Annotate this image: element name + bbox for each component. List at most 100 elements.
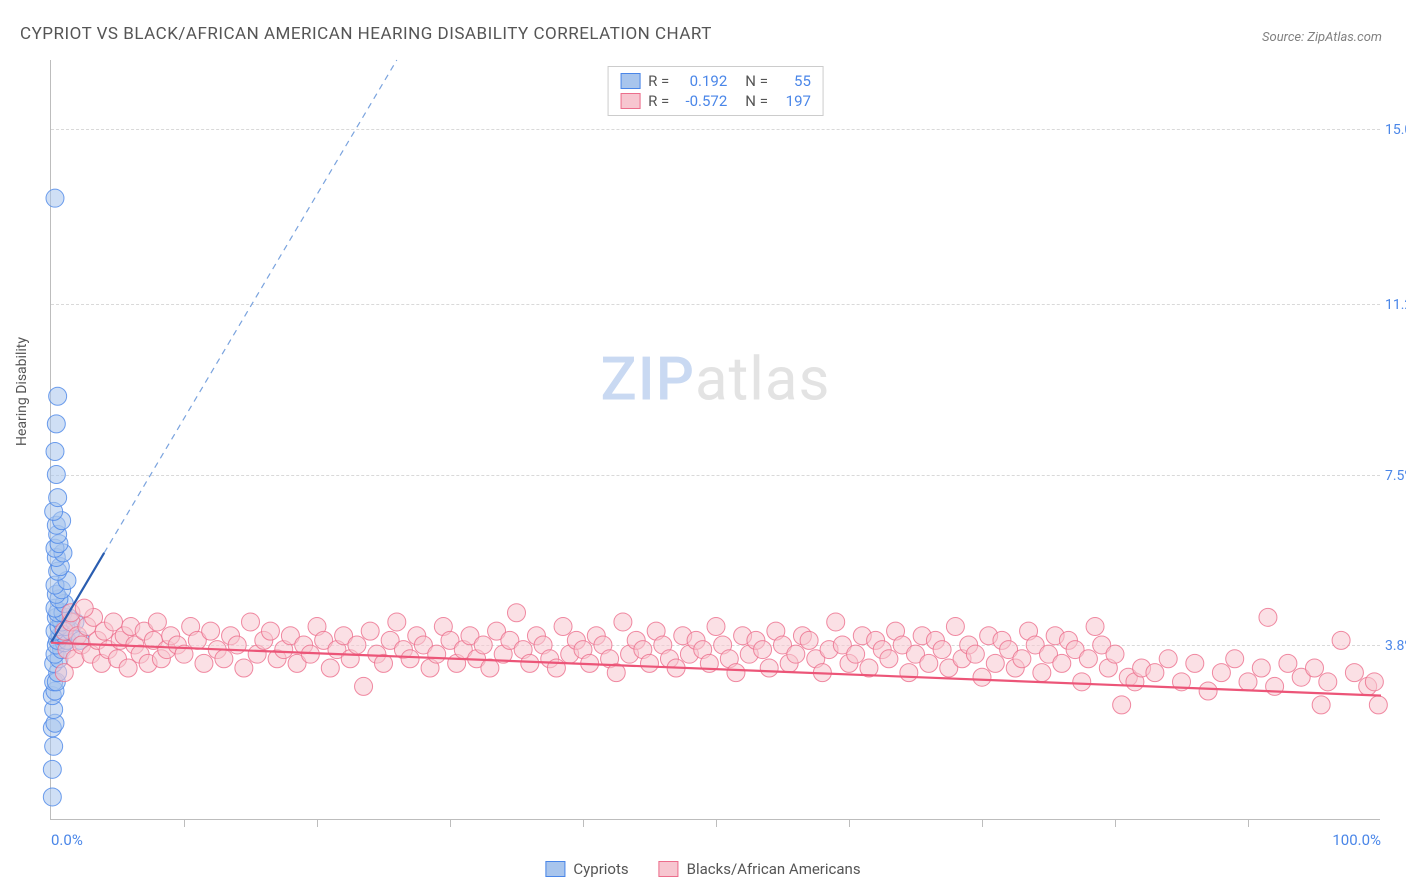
legend-swatch [545, 861, 565, 877]
data-point [641, 654, 659, 672]
plot-area: ZIPatlas 3.8%7.5%11.2%15.0% 0.0%100.0% R… [50, 60, 1380, 820]
data-point [1312, 696, 1330, 714]
x-tick [849, 819, 850, 827]
data-point [43, 760, 61, 778]
data-point [1239, 673, 1257, 691]
x-tick [317, 819, 318, 827]
data-point [847, 645, 865, 663]
data-point [1146, 664, 1164, 682]
x-tick-label: 0.0% [51, 831, 83, 849]
data-point [1106, 645, 1124, 663]
data-point [428, 645, 446, 663]
data-point [1332, 631, 1350, 649]
bottom-legend: Cypriots Blacks/African Americans [545, 860, 860, 878]
chart-title: CYPRIOT VS BLACK/AFRICAN AMERICAN HEARIN… [20, 24, 712, 44]
data-point [760, 659, 778, 677]
data-point [261, 622, 279, 640]
data-point [946, 618, 964, 636]
data-point [1013, 650, 1031, 668]
data-point [388, 613, 406, 631]
x-tick-label: 100.0% [1332, 831, 1381, 849]
data-point [900, 664, 918, 682]
data-point [202, 622, 220, 640]
data-point [1279, 654, 1297, 672]
data-point [1306, 659, 1324, 677]
source-attribution: Source: ZipAtlas.com [1262, 30, 1382, 45]
stat-r-label: R = [648, 72, 669, 90]
data-point [474, 636, 492, 654]
legend-label: Blacks/African Americans [687, 860, 861, 878]
legend-item: Blacks/African Americans [659, 860, 861, 878]
data-point [47, 415, 65, 433]
data-point [521, 654, 539, 672]
data-point [787, 645, 805, 663]
x-tick [1248, 819, 1249, 827]
data-point [49, 387, 67, 405]
data-point [1199, 682, 1217, 700]
data-point [195, 654, 213, 672]
data-point [235, 659, 253, 677]
data-point [242, 613, 260, 631]
stats-legend-row: R =-0.572N =197 [620, 91, 811, 111]
data-point [43, 788, 61, 806]
data-point [614, 613, 632, 631]
stat-n-label: N = [745, 72, 768, 90]
stats-legend-row: R = 0.192 N = 55 [620, 71, 811, 91]
stat-n-label: N = [745, 92, 768, 110]
y-tick-label: 7.5% [1385, 468, 1406, 484]
data-point [1073, 673, 1091, 691]
data-point [727, 664, 745, 682]
data-point [361, 622, 379, 640]
stat-n-value: 197 [776, 92, 811, 110]
data-point [55, 664, 73, 682]
legend-label: Cypriots [573, 860, 628, 878]
stat-n-value: 55 [776, 72, 811, 90]
data-point [966, 645, 984, 663]
data-point [1186, 654, 1204, 672]
data-point [401, 650, 419, 668]
data-point [707, 618, 725, 636]
data-point [933, 641, 951, 659]
data-point [973, 668, 991, 686]
data-point [1345, 664, 1363, 682]
data-point [1033, 664, 1051, 682]
data-point [1113, 696, 1131, 714]
data-point [355, 677, 373, 695]
y-tick-label: 15.0% [1385, 122, 1406, 138]
data-point [481, 659, 499, 677]
data-point [1086, 618, 1104, 636]
x-tick [982, 819, 983, 827]
data-point [800, 631, 818, 649]
stat-r-value: -0.572 [677, 92, 727, 110]
data-point [920, 654, 938, 672]
stat-r-value: 0.192 [677, 72, 727, 90]
data-point [508, 604, 526, 622]
data-point [1159, 650, 1177, 668]
y-tick-label: 3.8% [1385, 638, 1406, 654]
data-point [148, 613, 166, 631]
y-tick-label: 11.2% [1385, 297, 1406, 313]
data-point [880, 650, 898, 668]
x-tick [716, 819, 717, 827]
data-point [1319, 673, 1337, 691]
scatter-svg [51, 60, 1380, 819]
data-point [1226, 650, 1244, 668]
data-point [827, 613, 845, 631]
data-point [1252, 659, 1270, 677]
data-point [49, 489, 67, 507]
x-tick [583, 819, 584, 827]
data-point [215, 650, 233, 668]
legend-swatch [659, 861, 679, 877]
data-point [348, 636, 366, 654]
data-point [75, 599, 93, 617]
data-point [45, 737, 63, 755]
data-point [47, 466, 65, 484]
y-axis-label: Hearing Disability [14, 337, 30, 446]
data-point [321, 659, 339, 677]
data-point [1053, 654, 1071, 672]
data-point [46, 443, 64, 461]
data-point [986, 654, 1004, 672]
data-point [754, 641, 772, 659]
x-tick [1115, 819, 1116, 827]
data-point [1212, 664, 1230, 682]
